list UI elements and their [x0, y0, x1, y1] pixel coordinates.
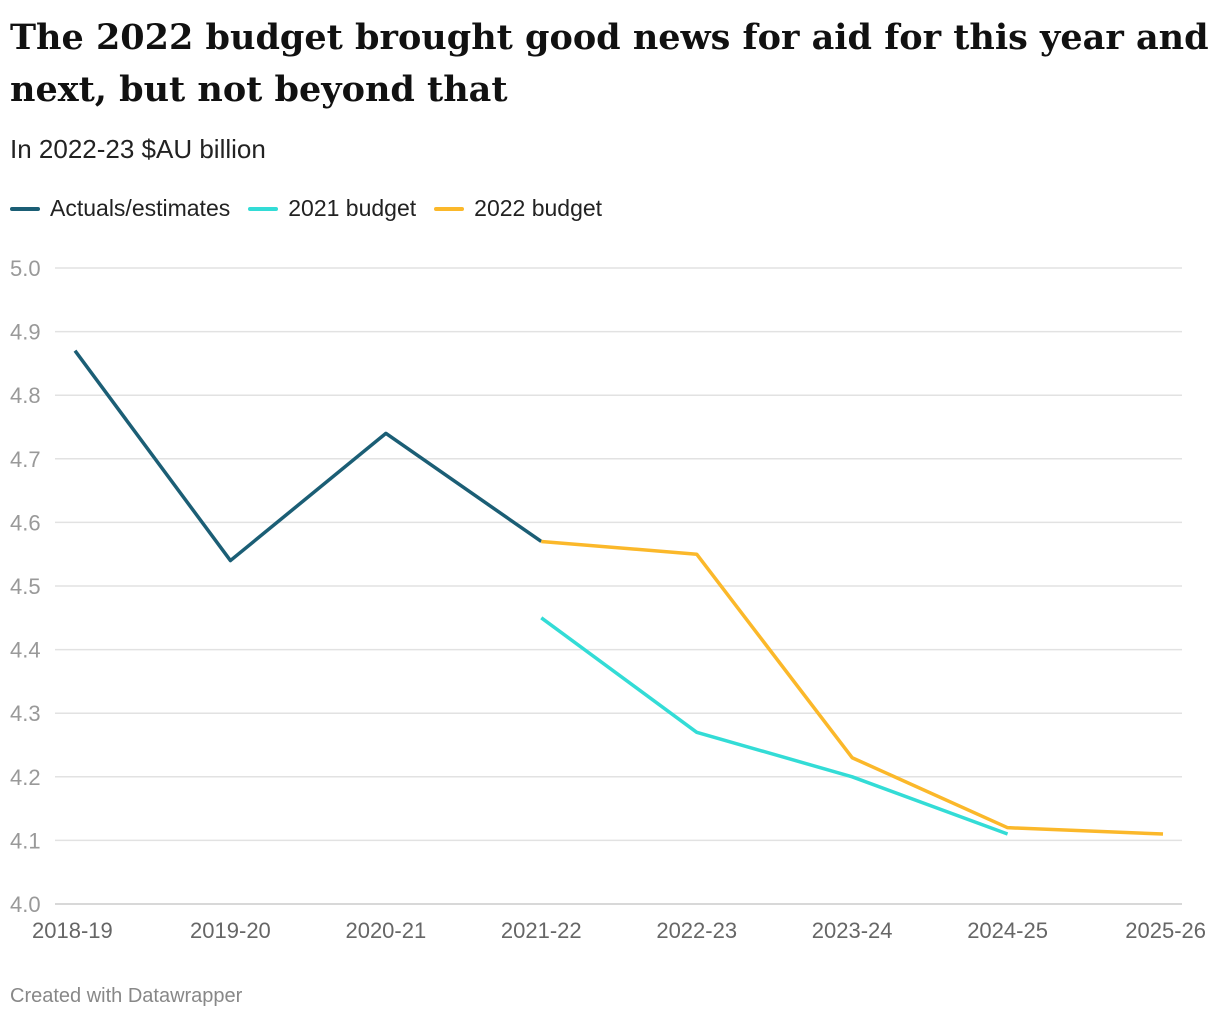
footer-credit: Created with Datawrapper: [10, 985, 243, 1007]
legend-label-2022-budget: 2022 budget: [474, 195, 603, 221]
y-tick-label: 4.0: [10, 892, 41, 917]
x-tick-label: 2022-23: [656, 918, 737, 943]
y-tick-label: 4.4: [10, 638, 41, 663]
y-tick-label: 4.6: [10, 510, 41, 535]
legend-item-2022-budget: 2022 budget: [434, 195, 602, 222]
legend-swatch-2022-budget: [434, 206, 465, 211]
x-tick-label: 2021-22: [501, 918, 582, 943]
legend-item-2021-budget: 2021 budget: [248, 195, 416, 222]
legend-label-actuals: Actuals/estimates: [50, 195, 231, 221]
x-tick-label: 2023-24: [812, 918, 893, 943]
grid-lines: [55, 267, 1182, 905]
legend-label-2021-budget: 2021 budget: [288, 195, 417, 221]
y-tick-label: 4.7: [10, 447, 41, 472]
x-tick-label: 2025-26: [1125, 918, 1206, 943]
y-axis-ticks: 5.0 4.9 4.8 4.7 4.6 4.5 4.4 4.3 4.2 4.1 4.0: [10, 256, 41, 917]
x-tick-label: 2020-21: [345, 918, 426, 943]
series-lines: [73, 349, 1164, 836]
y-tick-label: 5.0: [10, 256, 41, 281]
y-tick-label: 4.1: [10, 828, 41, 853]
chart-title: The 2022 budget brought good news for ai…: [10, 17, 1209, 110]
legend-item-actuals: Actuals/estimates: [10, 195, 230, 222]
y-tick-label: 4.2: [10, 765, 41, 790]
legend-swatch-2021-budget: [248, 206, 279, 211]
series-line-2022-budget: [541, 539, 1164, 836]
x-axis-ticks: 2018-19 2019-20 2020-21 2021-22 2022-23 2023-…: [32, 918, 1206, 943]
legend: Actuals/estimates 2021 budget 2022 budge…: [10, 195, 620, 222]
x-tick-label: 2024-25: [967, 918, 1048, 943]
series-line-2021-budget: [540, 616, 1009, 836]
y-tick-label: 4.3: [10, 701, 41, 726]
chart-subtitle: In 2022-23 $AU billion: [10, 134, 266, 164]
legend-swatch-actuals: [10, 206, 40, 211]
series-line-actuals-estimates: [73, 349, 543, 563]
y-tick-label: 4.5: [10, 574, 41, 599]
y-tick-label: 4.9: [10, 320, 41, 345]
x-tick-label: 2018-19: [32, 918, 113, 943]
x-tick-label: 2019-20: [190, 918, 271, 943]
y-tick-label: 4.8: [10, 383, 41, 408]
